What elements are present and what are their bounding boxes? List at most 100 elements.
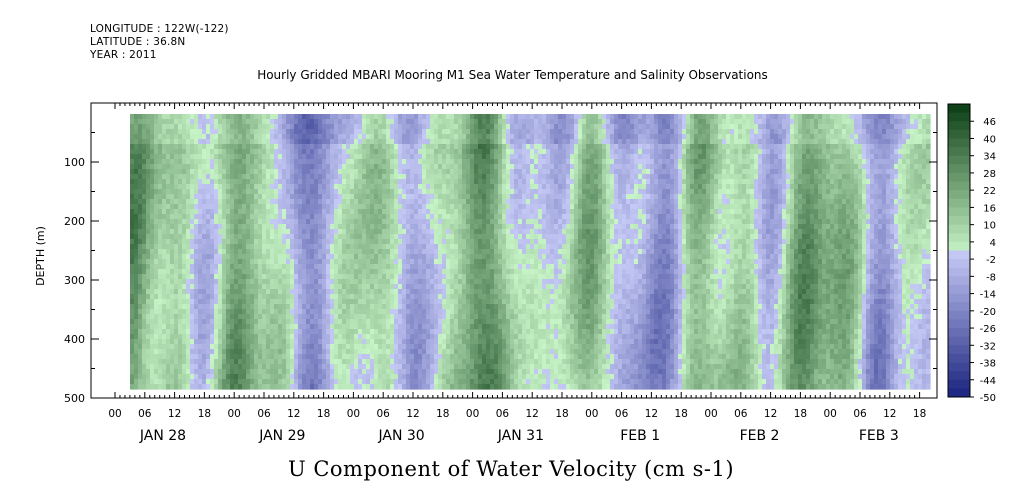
heatmap-cell [394, 274, 399, 280]
heatmap-cell [382, 369, 387, 375]
heatmap-cell [394, 289, 399, 295]
heatmap-cell [194, 244, 199, 250]
heatmap-cell [170, 219, 175, 225]
heatmap-cell [174, 149, 179, 155]
heatmap-cell [310, 309, 315, 315]
heatmap-cell [202, 309, 207, 315]
heatmap-cell [194, 294, 199, 300]
heatmap-cell [314, 259, 319, 265]
heatmap-cell [242, 344, 247, 350]
heatmap-cell [474, 274, 479, 280]
heatmap-cell [282, 239, 287, 245]
heatmap-cell [158, 194, 163, 200]
heatmap-cell [486, 254, 491, 260]
heatmap-cell [462, 329, 467, 335]
heatmap-cell [386, 174, 391, 180]
heatmap-field [130, 114, 931, 390]
heatmap-cell [382, 174, 387, 180]
heatmap-cell [286, 349, 291, 355]
heatmap-cell [290, 174, 295, 180]
heatmap-cell [234, 319, 239, 325]
heatmap-cell [254, 309, 259, 315]
heatmap-cell [398, 284, 403, 290]
heatmap-cell [162, 334, 167, 340]
heatmap-cell [154, 284, 159, 290]
heatmap-cell [290, 359, 295, 365]
heatmap-cell [470, 184, 475, 190]
heatmap-cell [338, 384, 343, 390]
heatmap-cell [434, 184, 439, 190]
heatmap-cell [306, 249, 311, 255]
heatmap-cell [390, 369, 395, 375]
heatmap-cell [322, 234, 327, 240]
heatmap-cell [150, 124, 155, 130]
heatmap-cell [202, 244, 207, 250]
heatmap-cell [290, 154, 295, 160]
heatmap-cell [366, 139, 371, 145]
heatmap-cell [198, 139, 203, 145]
heatmap-cell [314, 114, 319, 120]
heatmap-cell [254, 264, 259, 270]
heatmap-cell [402, 129, 407, 135]
heatmap-cell [130, 179, 135, 185]
heatmap-cell [366, 329, 371, 335]
heatmap-cell [394, 314, 399, 320]
heatmap-cell [342, 309, 347, 315]
heatmap-cell [362, 249, 367, 255]
heatmap-cell [450, 359, 455, 365]
heatmap-cell [138, 224, 143, 230]
heatmap-cell [154, 219, 159, 225]
heatmap-cell [242, 139, 247, 145]
heatmap-cell [458, 204, 463, 210]
heatmap-cell [266, 369, 271, 375]
heatmap-cell [474, 329, 479, 335]
heatmap-cell [290, 129, 295, 135]
heatmap-cell [454, 324, 459, 330]
heatmap-cell [438, 184, 443, 190]
heatmap-cell [294, 304, 299, 310]
heatmap-cell [270, 289, 275, 295]
heatmap-cell [310, 289, 315, 295]
heatmap-cell [302, 344, 307, 350]
heatmap-cell [354, 189, 359, 195]
heatmap-cell [290, 199, 295, 205]
heatmap-cell [454, 129, 459, 135]
heatmap-cell [174, 319, 179, 325]
heatmap-cell [462, 314, 467, 320]
heatmap-cell [398, 169, 403, 175]
heatmap-cell [214, 384, 219, 390]
heatmap-cell [150, 234, 155, 240]
heatmap-cell [242, 189, 247, 195]
heatmap-cell [474, 164, 479, 170]
heatmap-cell [390, 374, 395, 380]
heatmap-cell [230, 134, 235, 140]
heatmap-cell [202, 129, 207, 135]
heatmap-cell [362, 194, 367, 200]
heatmap-cell [430, 129, 435, 135]
heatmap-cell [262, 264, 267, 270]
heatmap-cell [330, 279, 335, 285]
heatmap-cell [434, 309, 439, 315]
heatmap-cell [246, 334, 251, 340]
heatmap-cell [346, 319, 351, 325]
heatmap-cell [350, 334, 355, 340]
heatmap-cell [418, 149, 423, 155]
heatmap-cell [350, 179, 355, 185]
heatmap-cell [246, 254, 251, 260]
heatmap-cell [450, 374, 455, 380]
heatmap-cell [194, 184, 199, 190]
heatmap-cell [426, 209, 431, 215]
heatmap-cell [438, 319, 443, 325]
heatmap-cell [258, 254, 263, 260]
heatmap-cell [322, 319, 327, 325]
heatmap-cell [242, 259, 247, 265]
heatmap-cell [262, 334, 267, 340]
heatmap-cell [466, 174, 471, 180]
heatmap-cell [354, 194, 359, 200]
heatmap-cell [406, 209, 411, 215]
heatmap-cell [238, 349, 243, 355]
heatmap-cell [202, 204, 207, 210]
heatmap-cell [442, 284, 447, 290]
heatmap-cell [334, 254, 339, 260]
heatmap-cell [358, 374, 363, 380]
